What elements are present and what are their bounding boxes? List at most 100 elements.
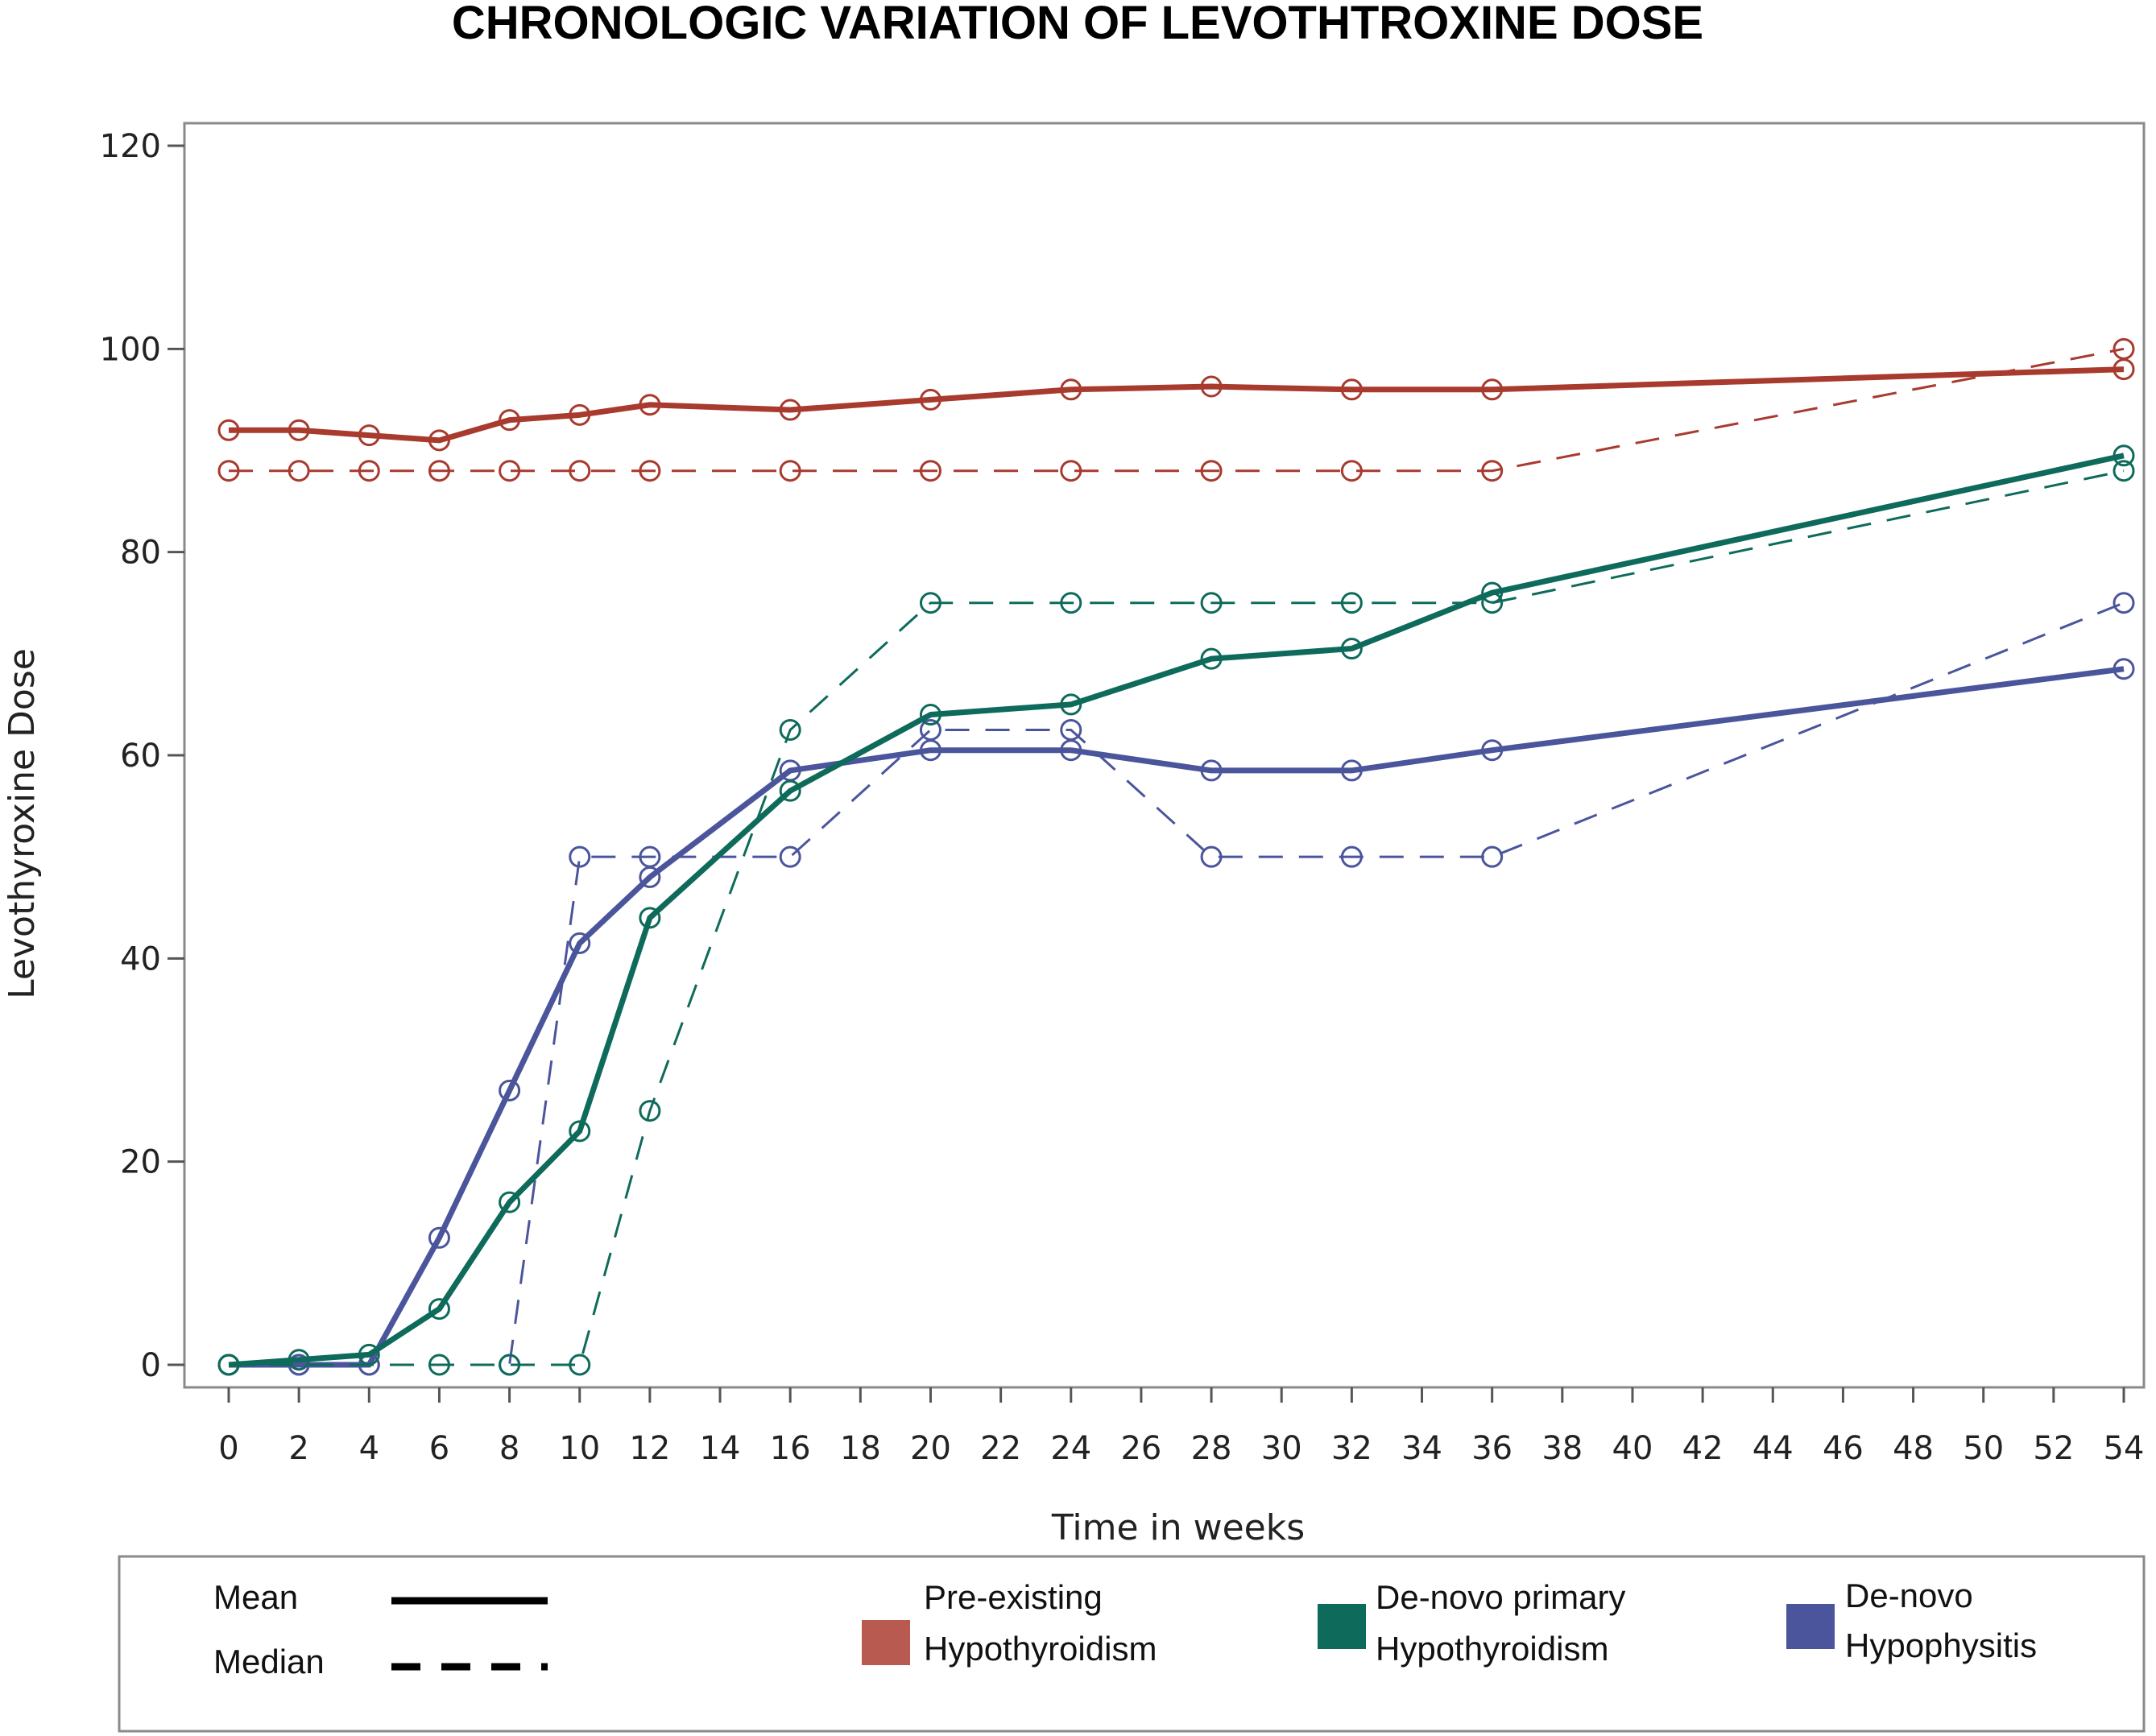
y-tick-label: 120 [100,128,161,165]
data-point [1060,718,1082,741]
data-point [919,592,941,614]
data-point [639,845,661,868]
x-tick-label: 8 [499,1430,519,1467]
data-point [779,718,801,741]
y-tick-label: 100 [100,331,161,368]
x-tick-label: 6 [429,1430,449,1467]
data-point [639,394,661,416]
data-point [1200,592,1223,614]
legend-median-label: Median [213,1643,325,1680]
series-3 [217,460,2135,1376]
data-point [1481,592,1504,614]
x-tick-label: 54 [2104,1430,2145,1467]
data-point [2113,460,2135,482]
y-tick-label: 40 [120,940,161,978]
data-point [499,409,521,432]
data-point [1481,581,1504,604]
data-point [779,845,801,868]
data-point [499,1079,521,1102]
data-point [1200,759,1223,782]
legend-group-de-novo-primary-line2: Hypothyroidism [1376,1630,1608,1668]
data-point [1340,759,1363,782]
data-point [569,1120,591,1143]
data-point [919,460,941,482]
legend-group-de-novo-primary-line1: De-novo primary [1376,1578,1625,1616]
data-point [1060,693,1082,716]
x-tick-label: 4 [359,1430,379,1467]
legend-swatch-de-novo-hypophysitis [1786,1604,1835,1649]
data-point [639,907,661,929]
series-0 [217,358,2135,452]
legend-mean-label: Mean [213,1578,298,1616]
data-point [1340,460,1363,482]
y-tick-label: 80 [120,535,161,572]
x-tick-label: 12 [629,1430,670,1467]
data-point [919,704,941,726]
y-tick-label: 0 [141,1347,161,1384]
y-axis-label: Levothyroxine Dose [2,648,43,999]
data-point [1340,378,1363,401]
data-point [919,718,941,741]
series-line [229,666,2125,1368]
x-tick-label: 52 [2033,1430,2074,1467]
data-point [1060,592,1082,614]
x-tick-label: 10 [559,1430,600,1467]
x-tick-label: 2 [288,1430,308,1467]
data-point [288,460,310,482]
x-tick-label: 30 [1261,1430,1302,1467]
x-tick-label: 44 [1753,1430,1794,1467]
series-line [229,366,2125,444]
data-point [1200,845,1223,868]
legend-group-pre-existing-line2: Hypothyroidism [924,1630,1157,1668]
data-point [428,429,450,452]
data-point [428,1226,450,1249]
series-line [228,453,2125,1368]
x-tick-label: 46 [1823,1430,1864,1467]
legend: Mean Median Pre-existing Hypothyroidism … [118,1555,2146,1733]
data-point [569,845,591,868]
data-point [2113,592,2135,614]
series-1 [217,337,2135,482]
data-point [288,419,310,441]
series-line [229,347,2125,473]
data-point [639,1100,661,1122]
data-point [217,1354,240,1376]
data-point [1481,845,1504,868]
x-tick-label: 18 [840,1430,881,1467]
series-layer [217,337,2135,1376]
data-point [779,460,801,482]
data-point [1481,378,1504,401]
x-tick-label: 20 [910,1430,951,1467]
y-tick-label: 60 [120,738,161,775]
data-point [569,403,591,426]
data-point [217,419,240,441]
data-point [499,1191,521,1213]
legend-swatch-de-novo-primary [1318,1604,1366,1649]
data-point [217,460,240,482]
data-point [919,388,941,411]
data-point [1200,460,1223,482]
data-point [1060,378,1082,401]
data-point [639,460,661,482]
x-tick-label: 24 [1050,1430,1091,1467]
data-point [779,399,801,421]
series-line [229,469,2125,1366]
data-point [1200,375,1223,398]
data-point [428,1298,450,1321]
data-point [1200,647,1223,670]
data-point [2113,658,2135,680]
x-tick-label: 50 [1963,1430,2004,1467]
data-point [569,460,591,482]
data-point [428,460,450,482]
y-axis: 0 20 40 60 80 100 120 [100,128,184,1384]
x-tick-label: 34 [1401,1430,1442,1467]
legend-group-pre-existing-line1: Pre-existing [924,1578,1103,1616]
x-tick-label: 48 [1893,1430,1934,1467]
data-point [1481,460,1504,482]
data-point [569,1354,591,1376]
data-point [358,460,380,482]
x-tick-label: 32 [1331,1430,1372,1467]
data-point [1340,845,1363,868]
data-point [2113,337,2135,360]
